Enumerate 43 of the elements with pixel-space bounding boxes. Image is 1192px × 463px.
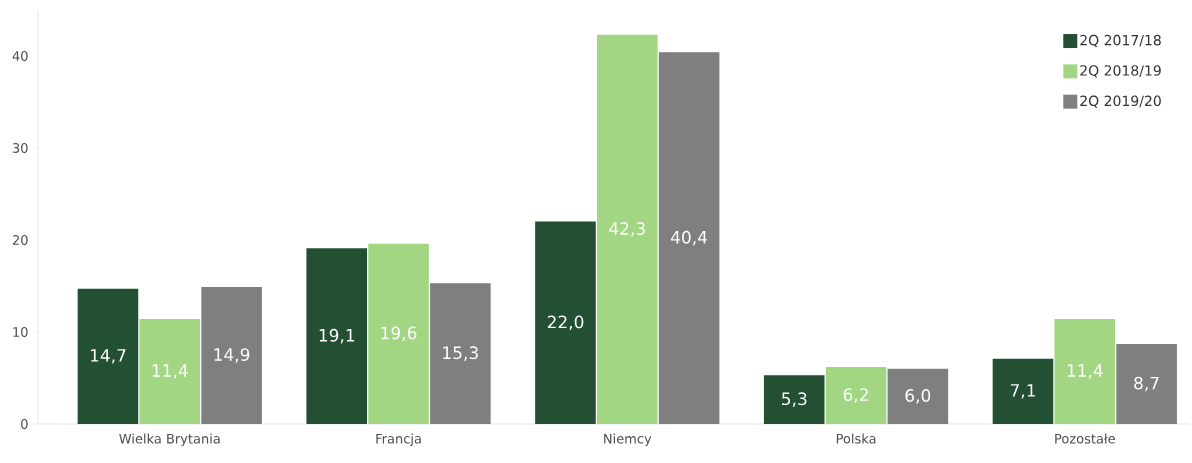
data-label: 11,4 (1067, 364, 1103, 379)
data-label: 8,7 (1134, 376, 1159, 392)
legend-label: 2Q 2017/18 (1080, 34, 1161, 48)
legend-label: 2Q 2019/20 (1080, 95, 1161, 108)
y-tick-label: 40 (12, 51, 28, 61)
data-label: 14,7 (90, 349, 126, 364)
data-label: 22,0 (547, 315, 584, 331)
bar (77, 288, 139, 424)
data-label: 6,0 (905, 389, 931, 404)
y-tick-label: 0 (21, 419, 28, 429)
bar (1054, 319, 1116, 424)
data-label: 19,1 (319, 328, 355, 344)
bar (825, 366, 887, 424)
bar (763, 375, 825, 424)
data-label: 6,2 (843, 388, 868, 403)
data-label: 14,9 (214, 348, 250, 363)
x-tick-label: Pozostałe (1055, 433, 1115, 444)
y-tick-label: 30 (12, 143, 28, 153)
legend-label: 2Q 2018/19 (1080, 65, 1161, 78)
x-tick-label: Niemcy (604, 433, 652, 447)
x-tick-label: Polska (836, 433, 876, 444)
data-label: 19,6 (381, 326, 417, 342)
data-label: 15,3 (443, 346, 478, 361)
data-label: 42,3 (609, 222, 645, 237)
data-label: 11,4 (152, 364, 188, 379)
bar (887, 368, 949, 424)
bar (992, 358, 1054, 424)
bar (368, 243, 429, 424)
y-tick-label: 20 (12, 235, 28, 245)
bar (596, 34, 658, 424)
bar (1116, 343, 1177, 424)
bar (658, 52, 720, 424)
bar (430, 283, 491, 424)
data-label: 40,4 (670, 230, 708, 246)
data-label: 5,3 (782, 392, 807, 407)
x-tick-label: Wielka Brytania (119, 433, 220, 447)
bar (535, 221, 596, 424)
y-tick-label: 10 (13, 327, 28, 337)
bar (201, 286, 262, 424)
bar (306, 248, 367, 424)
data-label: 7,1 (1010, 384, 1035, 399)
x-tick-label: Francja (376, 433, 421, 447)
bar (139, 319, 201, 424)
